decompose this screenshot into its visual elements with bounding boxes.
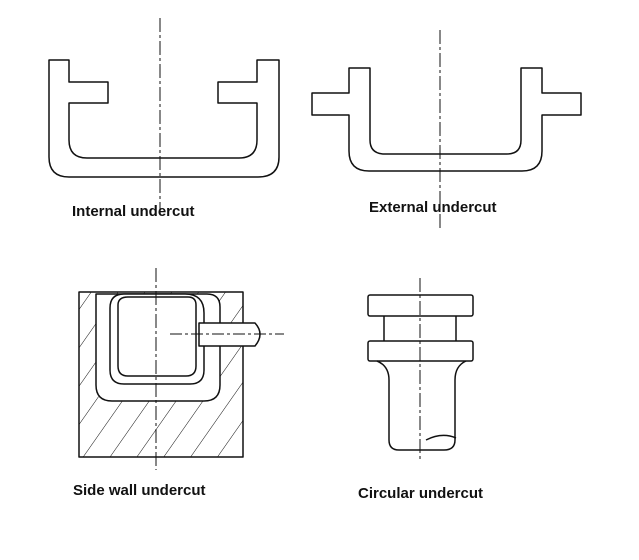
caption-internal-undercut: Internal undercut (72, 203, 195, 220)
internal-undercut-part (48, 18, 280, 212)
caption-side-wall-undercut: Side wall undercut (73, 482, 206, 499)
caption-circular-undercut: Circular undercut (358, 485, 484, 502)
side-wall-undercut-mold (78, 268, 284, 470)
circular-undercut-part (367, 278, 474, 462)
caption-external-undercut: External undercut (369, 199, 497, 216)
external-undercut-part (311, 30, 582, 228)
